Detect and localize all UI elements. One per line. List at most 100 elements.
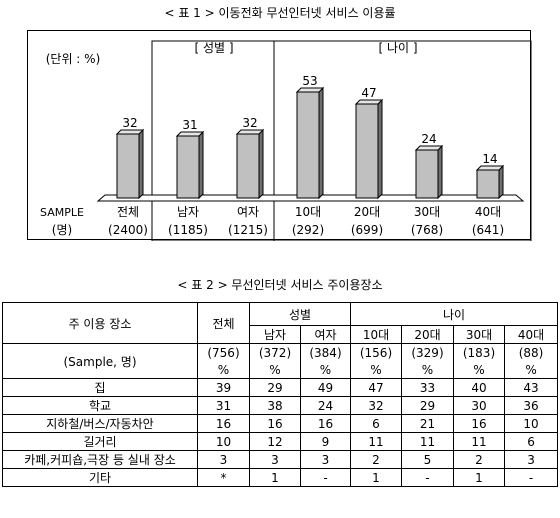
table-row: 길거리 10 12 9 11 11 11 6 [2,432,559,451]
row-label: 카페,커피숍,극장 등 실내 장소 [2,450,198,469]
value-cell: 10 [503,414,559,433]
category-label: 남자 [177,205,199,219]
category-label: 전체 [117,205,139,219]
sample-axis-label: SAMPLE [40,206,84,219]
data-label: 47 [361,86,376,100]
value-cell: 6 [350,414,402,433]
category-label: 20대 [354,205,380,219]
subheader-cell: 30대 [453,325,505,344]
value-cell: 3 [503,450,559,469]
value-cell: 29 [401,396,454,415]
subheader-cell: 10대 [350,325,402,344]
value-cell: 3 [197,450,250,469]
value-cell: 24 [300,396,351,415]
value-cell: 1 [350,468,402,487]
sample-count-cell: (183) [453,343,505,361]
unit-cell: % [350,361,402,379]
value-cell: 5 [401,450,454,469]
value-cell: * [197,468,250,487]
value-cell: 16 [453,414,505,433]
bar-top [414,145,444,151]
value-cell: 11 [401,432,454,451]
bar [176,135,200,199]
unit-cell: % [249,361,301,379]
row-label: 길거리 [2,432,198,451]
data-label: 31 [182,118,197,132]
value-cell: 9 [300,432,351,451]
sample-count-cell: (384) [300,343,351,361]
row-label: 지하철/버스/자동차안 [2,414,198,433]
usage-location-table: 주 이용 장소 전체 성별 나이 남자 여자 10대 20대 30대 40대 (Sampl… [2,302,559,487]
sample-count-cell: (156) [350,343,402,361]
unit-cell: % [401,361,454,379]
sample-count-label: (641) [472,223,504,237]
value-cell: - [401,468,454,487]
gender-group-label: [ 성별 ] [194,41,233,55]
table-row: 지하철/버스/자동차안 16 16 16 6 21 16 10 [2,414,559,433]
table-row: 기타 * 1-1-1- [2,468,559,487]
sample-count-label: (2400) [108,223,148,237]
unit-cell: % [300,361,351,379]
category-label: 여자 [237,205,259,219]
bar [355,103,379,199]
value-cell: 21 [401,414,454,433]
unit-cell: % [453,361,505,379]
data-label: 53 [302,74,317,88]
category-label: 30대 [414,205,440,219]
value-cell: 38 [249,396,301,415]
bar-side [198,130,204,200]
sample-count-cell: (756) [197,343,250,361]
table-row: 카페,커피숍,극장 등 실내 장소 3 3 3 2 5 2 3 [2,450,559,469]
sample-count-label: (768) [411,223,443,237]
value-cell: 3 [300,450,351,469]
row-label: 집 [2,378,198,397]
header-age: 나이 [349,302,559,326]
sample-count-label: (292) [292,223,324,237]
value-cell: 49 [300,378,351,397]
bar-top [475,165,505,171]
bar [415,149,439,199]
header-total: 전체 [197,302,250,344]
bar-side [258,128,264,200]
row-label: 기타 [2,468,198,487]
table-caption: < 표 2 > 무선인터넷 서비스 주이용장소 [177,278,383,292]
bar-chart: [ 성별 ] [ 나이 ] (단위 : %) 32 전체 (2400) 31 남자 (1185)… [27,30,532,241]
header-place: 주 이용 장소 [2,302,198,344]
value-cell: 30 [453,396,505,415]
data-label: 32 [122,116,137,130]
data-label: 32 [242,116,257,130]
value-cell: 12 [249,432,301,451]
sample-row-label: (Sample, 명) [2,343,198,379]
subheader-cell: 남자 [249,325,301,344]
value-cell: 16 [197,414,250,433]
value-cell: 3 [249,450,301,469]
value-cell: 11 [453,432,505,451]
value-cell: 16 [249,414,301,433]
value-cell: 33 [401,378,454,397]
age-group-label: [ 나이 ] [378,41,417,55]
bar-top [115,129,145,135]
value-cell: 47 [350,378,402,397]
data-label: 14 [482,152,497,166]
chart-canvas: [ 성별 ] [ 나이 ] (단위 : %) 32 전체 (2400) 31 남자 (1185)… [40,40,532,241]
subheader-cell: 여자 [300,325,351,344]
value-cell: - [300,468,351,487]
sample-count-label: (1215) [228,223,268,237]
bar-side [138,128,144,200]
bar-side [437,144,443,200]
subheader-cell: 40대 [503,325,559,344]
unit-label: (단위 : %) [46,52,101,66]
sample-axis-unit: (명) [52,223,72,237]
category-label: 10대 [295,205,321,219]
value-cell: - [503,468,559,487]
bar [236,133,260,199]
bar-side [498,164,504,200]
sample-count-label: (699) [351,223,383,237]
sample-count-cell: (372) [249,343,301,361]
value-cell: 31 [197,396,250,415]
age-group-box [273,40,532,241]
bar-top [175,131,205,137]
value-cell: 40 [453,378,505,397]
unit-cell: % [197,361,250,379]
chart-caption: < 표 1 > 이동전화 무선인터넷 서비스 이용률 [164,6,396,20]
